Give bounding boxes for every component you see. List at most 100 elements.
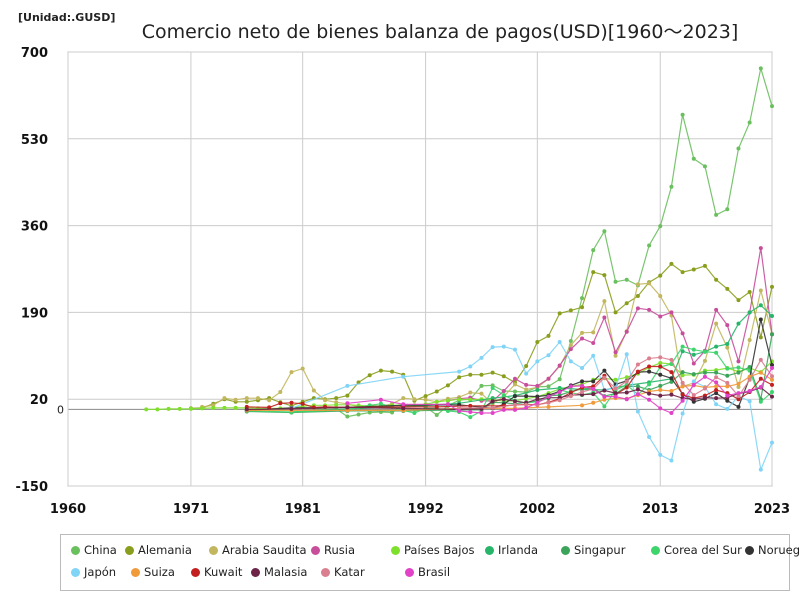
data-point xyxy=(758,399,763,404)
data-point xyxy=(378,401,383,406)
data-point xyxy=(591,386,596,391)
legend-swatch xyxy=(71,567,80,577)
legend-item[interactable]: Alemania xyxy=(125,543,192,557)
data-point xyxy=(501,407,506,412)
data-point xyxy=(524,394,529,399)
data-point xyxy=(390,369,395,374)
data-point xyxy=(334,402,339,407)
data-point xyxy=(714,212,719,217)
legend-label: Japón xyxy=(84,565,117,579)
data-point xyxy=(300,401,305,406)
data-point xyxy=(747,310,752,315)
data-point xyxy=(412,410,417,415)
data-point xyxy=(669,379,674,384)
data-point xyxy=(211,405,216,410)
data-point xyxy=(524,382,529,387)
data-point xyxy=(647,382,652,387)
data-point xyxy=(647,356,652,361)
unit-label: [Unidad:.GUSD] xyxy=(18,11,116,24)
data-point xyxy=(647,281,652,286)
legend-label: Noruega xyxy=(758,543,800,557)
data-point xyxy=(680,112,685,117)
y-tick-label: 20 xyxy=(30,393,48,408)
data-point xyxy=(635,409,640,414)
data-point xyxy=(736,391,741,396)
legend-item[interactable]: Japón xyxy=(71,565,116,579)
data-point xyxy=(770,394,774,399)
legend-item[interactable]: Irlanda xyxy=(485,543,538,557)
series-layer xyxy=(144,66,774,472)
legend-item[interactable]: Katar xyxy=(321,565,365,579)
data-point xyxy=(669,392,674,397)
data-point xyxy=(535,400,540,405)
legend-item[interactable]: Kuwait xyxy=(191,565,242,579)
data-point xyxy=(691,156,696,161)
data-point xyxy=(602,375,607,380)
legend-item[interactable]: Corea del Sur xyxy=(651,543,742,557)
data-point xyxy=(468,403,473,408)
legend-item[interactable]: Países Bajos xyxy=(391,543,475,557)
data-point xyxy=(702,164,707,169)
data-point xyxy=(691,397,696,402)
data-point xyxy=(501,344,506,349)
data-point xyxy=(557,340,562,345)
data-point xyxy=(714,396,719,401)
data-point xyxy=(736,298,741,303)
data-point xyxy=(658,364,663,369)
legend-label: Brasil xyxy=(418,565,451,579)
data-point xyxy=(714,370,719,375)
data-point xyxy=(669,458,674,463)
data-point xyxy=(289,400,294,405)
series-Arabia Saudita xyxy=(200,281,774,409)
data-point xyxy=(445,408,450,413)
data-point xyxy=(568,359,573,364)
data-point xyxy=(233,405,238,410)
data-point xyxy=(624,329,629,334)
data-point xyxy=(691,347,696,352)
data-point xyxy=(524,371,529,376)
legend-item[interactable]: Malasia xyxy=(251,565,307,579)
x-tick-label: 2013 xyxy=(642,502,678,517)
data-point xyxy=(468,390,473,395)
data-point xyxy=(714,307,719,312)
legend-item[interactable]: Suiza xyxy=(131,565,175,579)
data-point xyxy=(635,282,640,287)
data-point xyxy=(691,372,696,377)
data-point xyxy=(501,393,506,398)
data-point xyxy=(289,406,294,411)
data-point xyxy=(591,379,596,384)
x-tick-label: 2023 xyxy=(754,502,790,517)
data-point xyxy=(725,342,730,347)
data-point xyxy=(725,380,730,385)
data-point xyxy=(602,368,607,373)
legend-item[interactable]: Arabia Saudita xyxy=(209,543,307,557)
data-point xyxy=(758,376,763,381)
legend-item[interactable]: China xyxy=(71,543,117,557)
data-point xyxy=(624,301,629,306)
data-point xyxy=(468,397,473,402)
data-point xyxy=(658,452,663,457)
data-point xyxy=(758,384,763,389)
data-point xyxy=(490,405,495,410)
data-point xyxy=(725,286,730,291)
data-point xyxy=(457,369,462,374)
series-line xyxy=(447,247,773,402)
data-point xyxy=(770,362,774,367)
data-point xyxy=(613,310,618,315)
legend-swatch xyxy=(251,567,260,577)
data-point xyxy=(512,399,517,404)
legend-item[interactable]: Singapur xyxy=(561,543,625,557)
data-point xyxy=(423,397,428,402)
data-point xyxy=(680,331,685,336)
data-point xyxy=(714,402,719,407)
legend-item[interactable]: Rusia xyxy=(311,543,355,557)
legend-label: Suiza xyxy=(144,565,175,579)
legend-item[interactable]: Noruega xyxy=(745,543,800,557)
data-point xyxy=(512,389,517,394)
data-point xyxy=(255,396,260,401)
data-point xyxy=(568,343,573,348)
data-point xyxy=(434,399,439,404)
data-point xyxy=(680,349,685,354)
data-point xyxy=(624,375,629,380)
legend-item[interactable]: Brasil xyxy=(405,565,450,579)
